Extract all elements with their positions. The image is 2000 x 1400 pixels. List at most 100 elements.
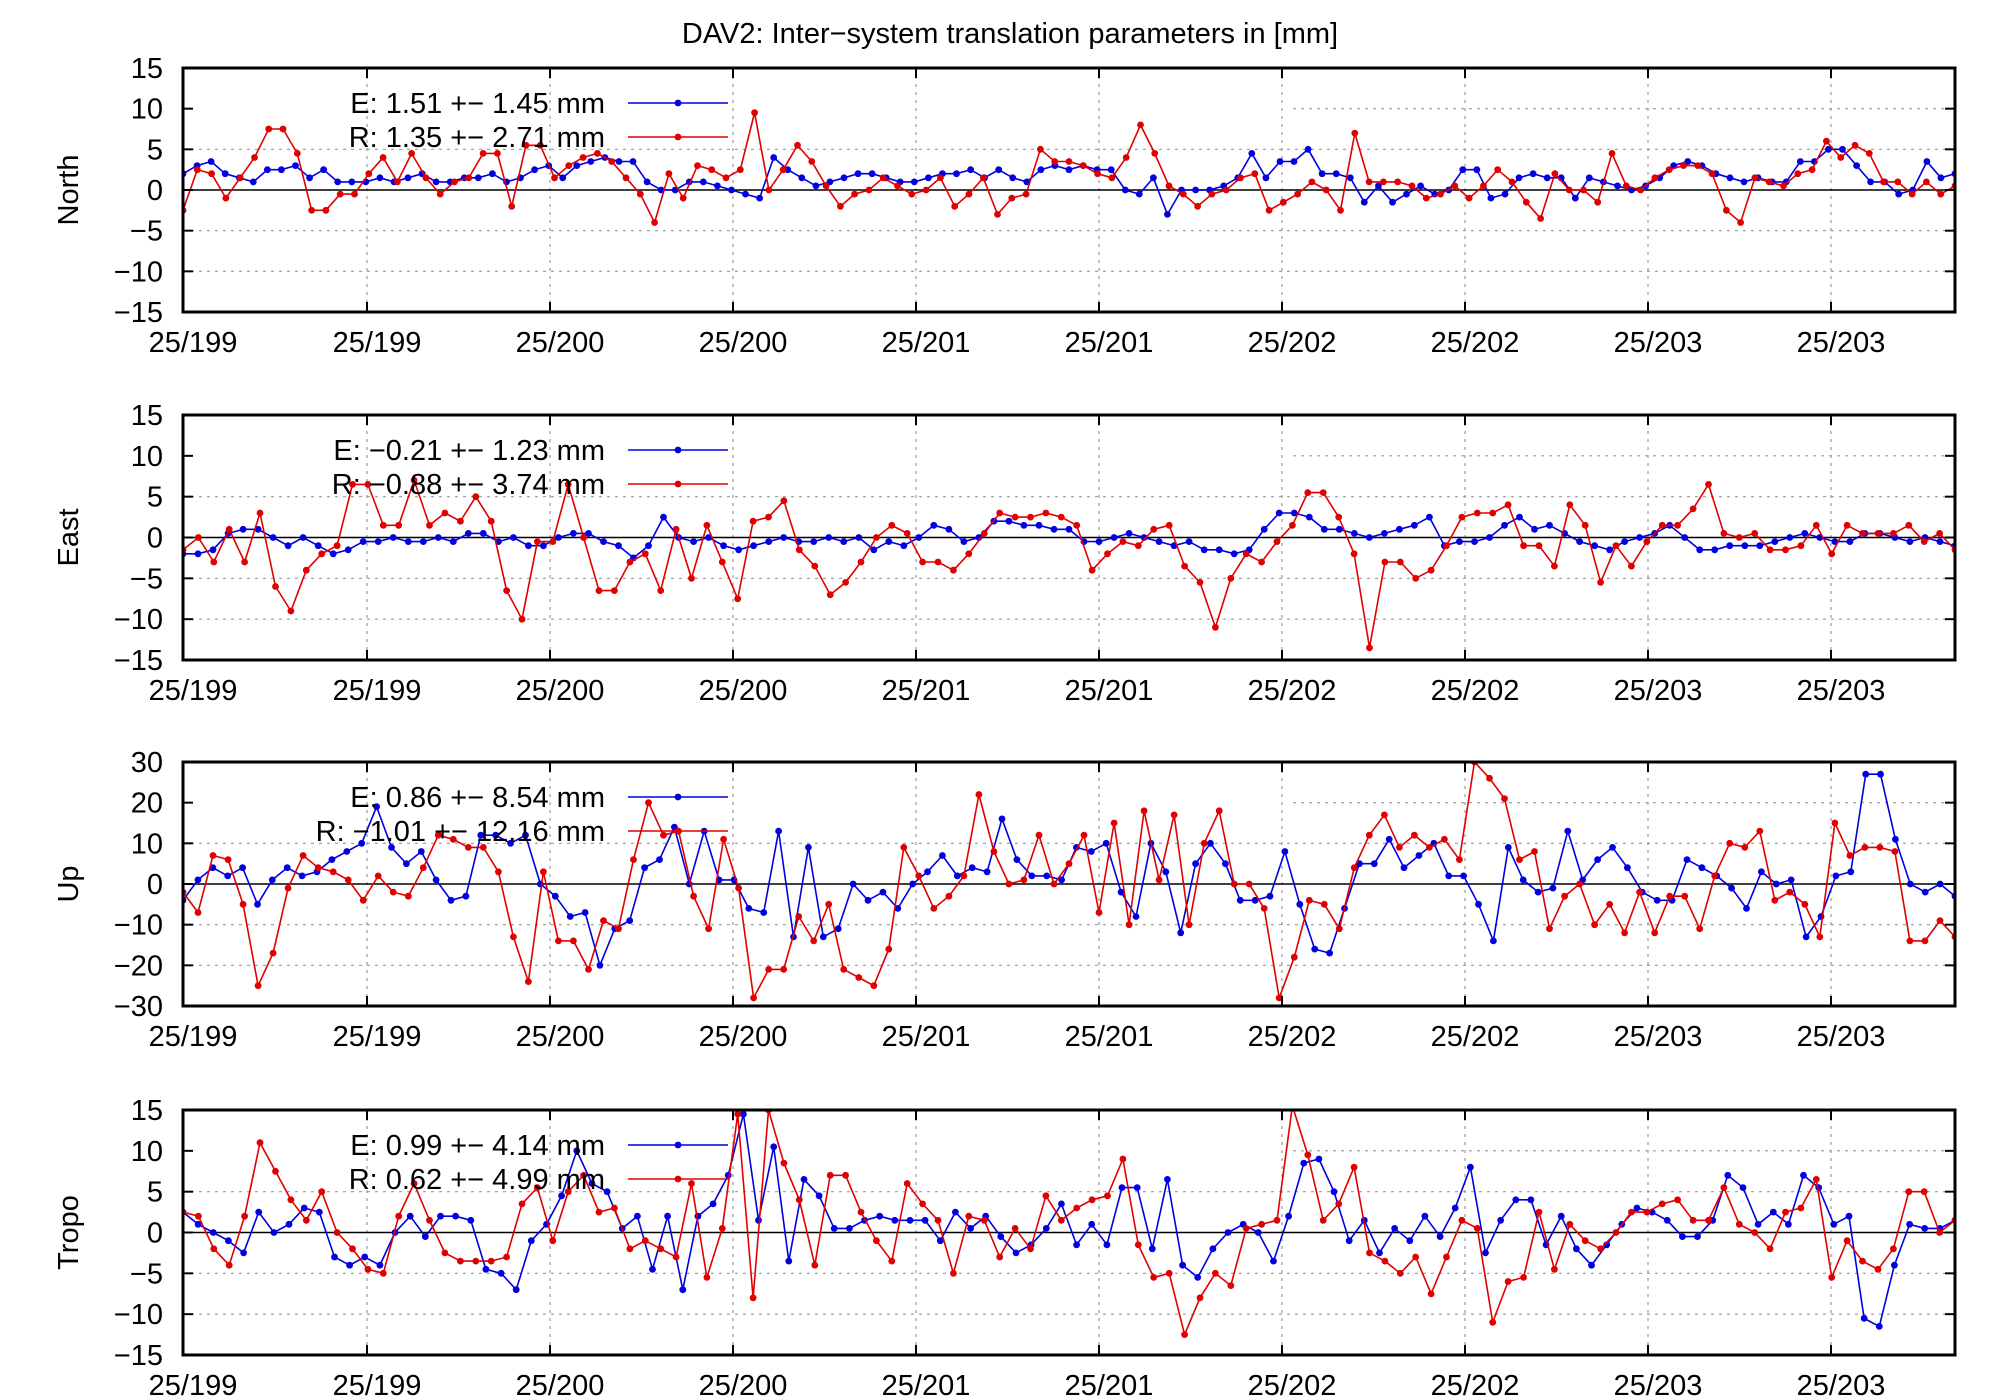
data-point-R: [826, 1171, 834, 1179]
data-point-R: [236, 174, 244, 182]
data-point-R: [1351, 129, 1359, 137]
data-point-E: [1663, 1216, 1671, 1224]
data-point-R: [451, 178, 458, 186]
data-point-R: [1396, 558, 1404, 566]
data-point-R: [1923, 178, 1930, 186]
data-point-R: [1765, 178, 1773, 186]
data-point-R: [479, 150, 487, 157]
data-point-R: [690, 892, 697, 900]
data-point-E: [284, 542, 292, 550]
data-point-E: [1391, 1225, 1398, 1232]
data-point-E: [925, 174, 932, 182]
data-point-R: [1608, 150, 1616, 157]
y-tick-label: −15: [114, 297, 163, 329]
data-point-R: [611, 587, 618, 594]
data-point-E: [1155, 538, 1163, 545]
data-point-R: [900, 844, 908, 851]
data-point-E: [1471, 538, 1478, 545]
data-point-E: [558, 1192, 565, 1200]
data-point-E: [1497, 1216, 1504, 1224]
data-point-R: [1905, 521, 1913, 529]
data-point-R: [1643, 538, 1651, 545]
data-point-E: [1023, 178, 1031, 186]
legend-marker-R: [674, 480, 682, 488]
data-point-R: [195, 1212, 202, 1220]
y-tick-label: 5: [147, 134, 163, 166]
data-point-E: [939, 852, 946, 859]
data-point-E: [953, 170, 960, 178]
y-tick-label: −5: [130, 563, 163, 595]
data-point-R: [915, 872, 923, 880]
data-point-R: [1137, 121, 1144, 129]
data-point-E: [868, 170, 876, 178]
data-point-R: [665, 170, 673, 178]
data-point-R: [1080, 831, 1088, 839]
data-point-E: [264, 166, 271, 174]
data-point-E: [1117, 888, 1125, 896]
x-tick-label: 25/200: [516, 1021, 605, 1053]
data-point-E: [209, 546, 217, 554]
data-point-E: [373, 803, 380, 811]
data-point-R: [749, 1294, 757, 1302]
data-point-R: [1531, 848, 1538, 855]
data-point-R: [1674, 521, 1681, 529]
data-point-R: [922, 186, 930, 194]
data-point-E: [1260, 525, 1268, 533]
data-point-R: [299, 852, 307, 859]
data-point-E: [1633, 1204, 1641, 1212]
data-point-R: [1065, 158, 1073, 165]
data-point-R: [1651, 929, 1659, 937]
data-point-R: [1621, 929, 1628, 937]
legend-marker-E: [674, 446, 682, 454]
data-point-R: [536, 141, 544, 149]
series-E: [183, 1110, 1955, 1330]
data-point-E: [745, 905, 753, 912]
data-point-E: [1417, 182, 1424, 190]
data-point-R: [256, 509, 264, 517]
data-point-R: [1260, 905, 1268, 912]
data-point-R: [842, 1171, 849, 1179]
data-point-E: [626, 917, 634, 924]
data-point-R: [503, 587, 510, 594]
y-axis-label: Up: [53, 865, 85, 902]
data-point-E: [421, 1233, 429, 1240]
x-tick-label: 25/201: [882, 675, 971, 707]
data-point-E: [1786, 534, 1794, 541]
data-point-R: [1865, 150, 1873, 157]
data-point-E: [1396, 525, 1403, 533]
data-point-E: [1906, 1220, 1913, 1228]
data-point-E: [283, 864, 291, 872]
data-point-E: [587, 158, 595, 165]
data-point-R: [622, 174, 630, 182]
data-point-E: [254, 525, 262, 533]
data-point-R: [1104, 550, 1111, 558]
data-point-E: [1185, 538, 1193, 545]
data-point-E: [1769, 1208, 1777, 1216]
data-point-E: [1107, 166, 1115, 174]
data-point-R: [1227, 1282, 1235, 1289]
y-tick-label: 5: [147, 1177, 163, 1209]
data-point-E: [376, 174, 384, 182]
y-tick-label: −10: [114, 910, 163, 942]
data-point-R: [608, 158, 616, 165]
data-point-E: [664, 1212, 671, 1220]
data-point-R: [1643, 1208, 1651, 1216]
data-point-R: [1936, 917, 1944, 924]
data-point-E: [1087, 848, 1095, 855]
data-point-E: [432, 876, 440, 884]
data-point-R: [879, 174, 887, 182]
data-point-R: [1245, 880, 1253, 888]
data-point-E: [388, 844, 395, 851]
data-point-E: [374, 538, 382, 545]
data-point-E: [1475, 900, 1482, 908]
data-point-E: [1487, 194, 1495, 202]
data-point-E: [1421, 1212, 1429, 1220]
data-point-E: [1802, 933, 1810, 941]
data-point-R: [1711, 872, 1719, 880]
data-point-R: [1846, 852, 1854, 859]
data-point-R: [1412, 574, 1420, 582]
data-point-R: [908, 190, 916, 198]
data-point-R: [487, 1257, 495, 1265]
data-point-R: [1551, 562, 1558, 570]
data-point-R: [855, 974, 863, 981]
